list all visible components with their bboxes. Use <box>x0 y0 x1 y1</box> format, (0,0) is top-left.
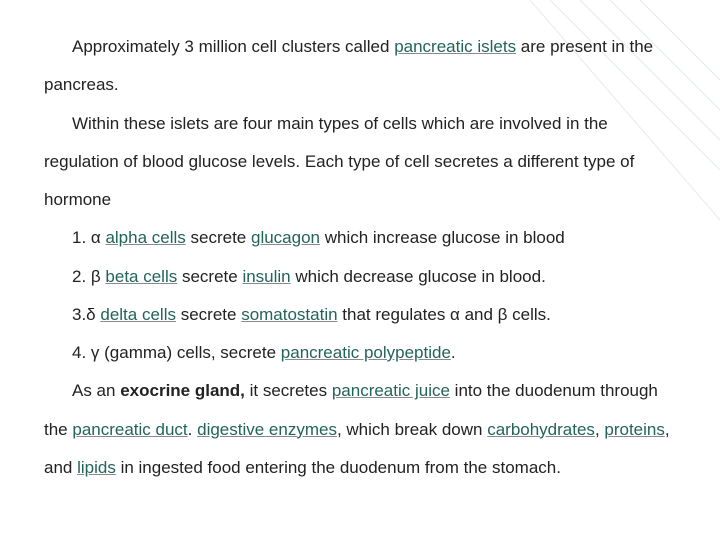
text: secrete <box>176 305 241 324</box>
link-glucagon[interactable]: glucagon <box>251 228 320 247</box>
text: that regulates α and β cells. <box>338 305 551 324</box>
list-item-1: 1. α alpha cells secrete glucagon which … <box>44 219 676 257</box>
paragraph-2: Within these islets are four main types … <box>44 105 676 220</box>
link-insulin[interactable]: insulin <box>242 267 290 286</box>
body-text: Approximately 3 million cell clusters ca… <box>44 28 676 487</box>
list-item-2: 2. β beta cells secrete insulin which de… <box>44 258 676 296</box>
link-digestive-enzymes[interactable]: digestive enzymes <box>197 420 337 439</box>
text: 1. α <box>72 228 105 247</box>
text: 2. β <box>72 267 105 286</box>
link-pancreatic-duct[interactable]: pancreatic duct <box>72 420 187 439</box>
list-item-4: 4. γ (gamma) cells, secrete pancreatic p… <box>44 334 676 372</box>
text: Within these islets are four main types … <box>44 114 634 210</box>
link-lipids[interactable]: lipids <box>77 458 116 477</box>
text: , <box>595 420 604 439</box>
link-beta-cells[interactable]: beta cells <box>105 267 177 286</box>
text: secrete <box>186 228 251 247</box>
link-somatostatin[interactable]: somatostatin <box>241 305 337 324</box>
text: , which break down <box>337 420 487 439</box>
text: 4. γ (gamma) cells, secrete <box>72 343 281 362</box>
link-carbohydrates[interactable]: carbohydrates <box>487 420 595 439</box>
text: which decrease glucose in blood. <box>291 267 546 286</box>
text: . <box>188 420 197 439</box>
text: As an <box>72 381 120 400</box>
list-item-3: 3.δ delta cells secrete somatostatin tha… <box>44 296 676 334</box>
text: . <box>451 343 456 362</box>
paragraph-1: Approximately 3 million cell clusters ca… <box>44 28 676 105</box>
text: secrete <box>177 267 242 286</box>
text: 3.δ <box>72 305 100 324</box>
text: Approximately 3 million cell clusters ca… <box>72 37 394 56</box>
link-delta-cells[interactable]: delta cells <box>100 305 176 324</box>
link-alpha-cells[interactable]: alpha cells <box>105 228 185 247</box>
bold-exocrine: exocrine gland, <box>120 381 245 400</box>
link-pancreatic-polypeptide[interactable]: pancreatic polypeptide <box>281 343 451 362</box>
link-proteins[interactable]: proteins <box>604 420 664 439</box>
text: in ingested food entering the duodenum f… <box>116 458 561 477</box>
paragraph-3: As an exocrine gland, it secretes pancre… <box>44 372 676 487</box>
text: it secretes <box>245 381 332 400</box>
link-pancreatic-juice[interactable]: pancreatic juice <box>332 381 450 400</box>
slide: Approximately 3 million cell clusters ca… <box>0 0 720 540</box>
text: which increase glucose in blood <box>320 228 565 247</box>
link-pancreatic-islets[interactable]: pancreatic islets <box>394 37 516 56</box>
